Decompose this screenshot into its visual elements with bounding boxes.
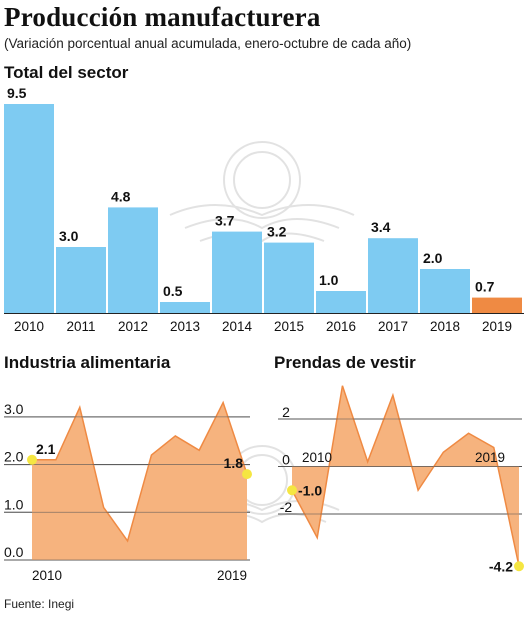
area-line	[291, 385, 520, 567]
bar-2019	[472, 297, 522, 313]
x-tick-label: 2014	[222, 319, 253, 334]
y-tick-label: 1.0	[4, 496, 24, 512]
page-subtitle: (Variación porcentual anual acumulada, e…	[4, 36, 412, 51]
bar-value-label: 0.7	[475, 279, 495, 295]
bar-2012	[108, 207, 158, 313]
area-chart-1-title: Industria alimentaria	[4, 353, 171, 372]
point-value-label: 1.8	[224, 455, 244, 471]
area-fill	[32, 402, 247, 560]
point-value-label: 2.1	[36, 441, 56, 457]
point-marker	[287, 485, 297, 496]
y-tick-label: 2	[282, 404, 290, 420]
bar-value-label: 3.4	[371, 219, 391, 235]
x-tick-label-end: 2019	[217, 568, 247, 583]
x-tick-label: 2016	[326, 319, 356, 334]
bar-2010	[4, 104, 54, 313]
page-title: Producción manufacturera	[4, 2, 321, 32]
x-tick-label: 2017	[378, 319, 408, 334]
point-marker	[514, 561, 524, 572]
bar-2011	[56, 247, 106, 313]
point-marker	[27, 454, 37, 465]
area-line	[32, 400, 248, 543]
x-tick-label-start: 2010	[32, 568, 62, 583]
x-tick-label: 2019	[482, 319, 512, 334]
area-chart-2-title: Prendas de vestir	[274, 353, 416, 372]
y-tick-label: 2.0	[4, 449, 24, 465]
x-tick-label: 2018	[430, 319, 460, 334]
bar-2018	[420, 269, 470, 313]
area-fill	[292, 385, 519, 567]
bar-value-label: 2.0	[423, 250, 443, 266]
source-note: Fuente: Inegi	[4, 597, 75, 611]
bar-2017	[368, 238, 418, 313]
x-tick-label: 2010	[14, 319, 44, 334]
point-value-label: -4.2	[489, 558, 513, 574]
bar-value-label: 0.5	[163, 283, 183, 299]
bar-value-label: 4.8	[111, 188, 131, 204]
x-tick-label: 2013	[170, 319, 200, 334]
point-marker	[242, 469, 252, 480]
y-tick-label: 0	[282, 452, 290, 468]
x-tick-label-end: 2019	[475, 450, 505, 465]
bar-2016	[316, 291, 366, 313]
x-tick-label: 2015	[274, 319, 304, 334]
bar-value-label: 3.7	[215, 213, 235, 229]
x-tick-label-start: 2010	[302, 450, 332, 465]
x-tick-label: 2012	[118, 319, 148, 334]
y-tick-label: 0.0	[4, 544, 24, 560]
y-tick-label: 3.0	[4, 401, 24, 417]
bar-value-label: 3.0	[59, 228, 79, 244]
bar-2014	[212, 231, 262, 313]
y-tick-label: -2	[280, 499, 293, 515]
bar-2013	[160, 302, 210, 313]
bar-2015	[264, 242, 314, 313]
bar-chart-title: Total del sector	[4, 63, 129, 82]
bar-value-label: 3.2	[267, 224, 287, 240]
x-tick-label: 2011	[66, 319, 95, 334]
point-value-label: -1.0	[298, 482, 322, 498]
bar-value-label: 1.0	[319, 272, 339, 288]
bar-value-label: 9.5	[7, 85, 27, 101]
